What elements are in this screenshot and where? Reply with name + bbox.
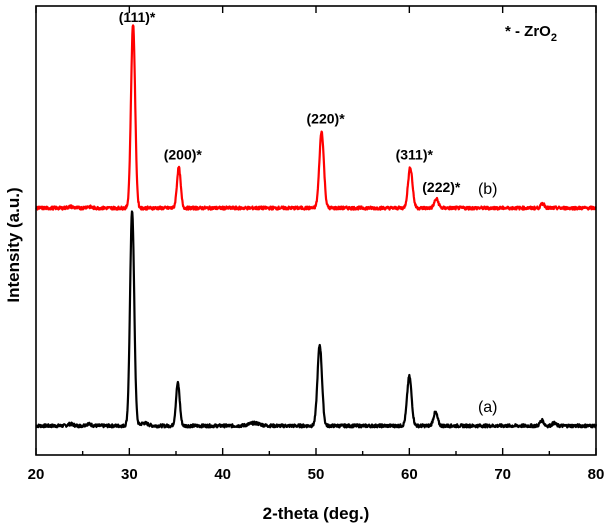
peak-annotation: (311)* xyxy=(396,147,434,163)
peak-annotations: (111)* (200)* (220)* (311)* (222)* xyxy=(119,9,461,195)
x-tick-label: 80 xyxy=(588,466,605,483)
x-tick-label: 20 xyxy=(28,466,45,483)
series-line xyxy=(35,210,598,429)
series-line xyxy=(35,24,597,211)
peak-annotation: (200)* xyxy=(164,147,203,163)
peak-annotation: (220)* xyxy=(307,111,346,127)
curve-labels: (a) (b) xyxy=(478,181,498,416)
x-tick-label: 30 xyxy=(121,466,138,483)
x-tick-label: 40 xyxy=(214,466,231,483)
legend-note: * - ZrO2 xyxy=(505,23,557,44)
legend-note-prefix: * - ZrO xyxy=(505,23,551,40)
y-axis-label: Intensity (a.u.) xyxy=(4,187,23,302)
peak-annotation: (222)* xyxy=(422,179,461,195)
plot-curves xyxy=(35,24,598,429)
curve-label: (a) xyxy=(478,399,498,416)
peak-annotation: (111)* xyxy=(119,9,156,25)
curve-label: (b) xyxy=(478,181,498,198)
x-tick-label: 50 xyxy=(308,466,325,483)
x-tick-label: 70 xyxy=(494,466,511,483)
x-axis-label: 2-theta (deg.) xyxy=(263,504,370,523)
x-tick-label: 60 xyxy=(401,466,418,483)
x-axis-ticks: 20 30 40 50 60 70 80 xyxy=(28,6,605,483)
legend-note-subscript: 2 xyxy=(551,32,557,44)
